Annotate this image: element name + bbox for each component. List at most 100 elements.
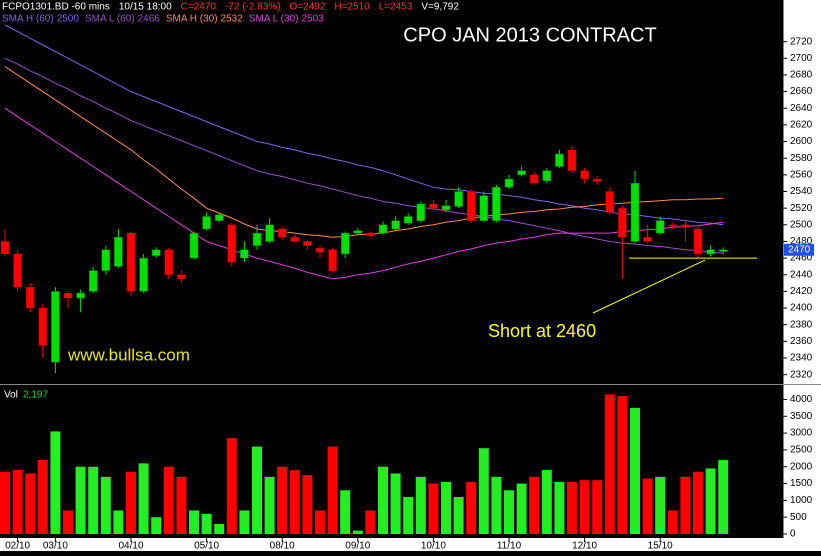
volume-bar: [151, 517, 162, 534]
volume-bar: [617, 396, 628, 534]
candle-body: [441, 205, 451, 211]
candle-body: [290, 237, 300, 242]
volume-bar: [541, 470, 552, 534]
volume-bar: [579, 480, 590, 534]
candle-body: [605, 191, 615, 213]
y-tick-label: 1500: [790, 478, 813, 489]
y-tick-label: 0: [790, 529, 796, 540]
candle-body: [340, 232, 350, 255]
volume-bar: [100, 476, 111, 534]
y-tick-label: 2720: [790, 36, 813, 47]
candle-body: [366, 232, 375, 236]
volume-bar: [252, 446, 262, 534]
candle-body: [101, 249, 111, 271]
y-tick-label: 2340: [790, 353, 813, 364]
candle-body: [567, 149, 577, 171]
volume-bar: [126, 471, 136, 534]
x-tick-label: 04/10: [118, 541, 143, 551]
volume-bar: [491, 476, 502, 534]
y-tick-label: 3500: [790, 411, 813, 422]
candle-body: [504, 178, 514, 188]
candle-body: [265, 224, 274, 242]
y-tick-label: 2520: [790, 203, 813, 214]
header-item: L=2453: [379, 2, 413, 13]
candle-body: [25, 287, 35, 309]
volume-bar: [214, 523, 225, 534]
legend-value: 2500: [57, 14, 80, 25]
y-tick-label: 2500: [790, 219, 813, 230]
x-tick-label: 12/10: [572, 541, 597, 551]
legend-name: SMA H (60): [2, 14, 54, 25]
candle-body: [0, 241, 10, 255]
volume-bar: [630, 407, 640, 534]
y-tick-label: 2540: [790, 186, 813, 197]
candle-body: [177, 274, 186, 280]
y-tick-label: 3000: [790, 428, 813, 439]
candle-body: [529, 174, 539, 184]
candle-body: [454, 191, 463, 207]
y-tick-label: 2000: [790, 461, 813, 472]
volume-bar: [201, 513, 212, 534]
volume-bar: [403, 497, 414, 534]
candle-body: [479, 195, 489, 221]
header-item: FCPO1301.BD -60 mins: [2, 2, 110, 13]
volume-bar: [163, 466, 174, 534]
y-tick-label: 2400: [790, 303, 813, 314]
y-tick-label: 2620: [790, 120, 813, 131]
volume-label: Vol: [4, 390, 18, 401]
volume-bar: [63, 510, 73, 534]
chart-title: CPO JAN 2013 CONTRACT: [403, 24, 656, 46]
volume-bar: [667, 510, 678, 534]
y-tick-label: 4000: [790, 394, 813, 405]
candle-body: [202, 216, 211, 230]
volume-bar: [226, 438, 237, 534]
candle-body: [63, 292, 73, 299]
y-tick-label: 2700: [790, 53, 813, 64]
volume-bar: [655, 476, 666, 534]
x-tick-label: 08/10: [270, 541, 295, 551]
y-tick-label: 2480: [790, 236, 813, 247]
candle-body: [151, 249, 161, 256]
candle-body: [630, 182, 640, 242]
volume-bar: [441, 481, 451, 534]
candle-body: [164, 249, 174, 276]
y-tick-label: 2360: [790, 336, 813, 347]
candle-body: [13, 253, 22, 288]
volume-bar: [0, 471, 10, 534]
volume-bar: [516, 483, 527, 534]
legend-name: SMA L (60): [85, 14, 135, 25]
volume-bar: [604, 394, 615, 534]
candle-body: [315, 247, 325, 253]
candle-body: [618, 207, 627, 238]
y-tick-label: 2600: [790, 136, 813, 147]
legend-name: SMA H (30): [166, 14, 218, 25]
y-tick-label: 2640: [790, 103, 813, 114]
volume-bar: [705, 468, 716, 534]
y-tick-label: 2440: [790, 269, 813, 280]
volume-bar: [189, 510, 199, 534]
volume-bar: [340, 490, 351, 534]
header-item: H=2510: [334, 2, 370, 13]
ma-line: [4, 107, 724, 280]
annotation: Short at 2460: [488, 321, 596, 341]
x-tick-label: 03/10: [43, 541, 68, 551]
candle-body: [38, 307, 48, 346]
x-tick-label: 09/10: [345, 541, 370, 551]
candle-body: [391, 220, 400, 230]
x-tick-label: 05/10: [194, 541, 219, 551]
candle-body: [542, 170, 552, 181]
volume-bar: [642, 478, 653, 534]
candle-body: [416, 203, 426, 221]
candle-body: [189, 232, 199, 259]
candle-body: [706, 249, 715, 255]
volume-bar: [680, 476, 691, 534]
candle-body: [492, 187, 501, 221]
volume-bar: [315, 510, 325, 534]
candle-body: [592, 178, 602, 182]
candle-body: [643, 237, 652, 242]
candle-body: [126, 232, 136, 292]
x-tick-label: 11/10: [497, 541, 522, 551]
